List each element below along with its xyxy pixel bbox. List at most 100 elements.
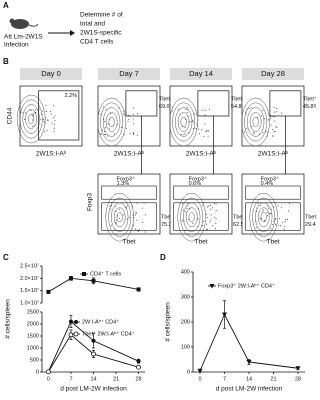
contour [177, 112, 190, 132]
event-dot [284, 226, 286, 228]
event-dot [41, 114, 43, 116]
event-dot [288, 210, 290, 212]
contour [100, 102, 124, 142]
event-dot [273, 111, 275, 113]
plot-frame [169, 173, 233, 235]
plot-frame [97, 173, 161, 235]
event-dot [193, 128, 195, 130]
event-dot [126, 205, 128, 207]
x-axis-label: Tbet [266, 239, 279, 246]
event-dot [123, 134, 125, 136]
contour [108, 197, 132, 237]
determine-text: 2W1S-specific [80, 30, 122, 37]
data-point [68, 276, 73, 281]
event-dot [109, 113, 111, 115]
gate-label: Tbet⁺ [159, 96, 173, 103]
event-dot [110, 208, 112, 210]
y-tick-label: 2000 [27, 321, 39, 327]
event-dot [132, 133, 134, 135]
event-dot [30, 109, 32, 111]
event-dot [207, 205, 209, 207]
event-dot [108, 118, 110, 120]
event-dot [264, 118, 266, 120]
event-dot [25, 112, 27, 114]
event-dot [199, 133, 201, 135]
legend-marker [209, 284, 215, 289]
contour [28, 113, 35, 125]
event-dot [272, 224, 274, 226]
event-dot [104, 121, 106, 123]
gate-percent: 1.3% [117, 181, 130, 187]
gate [101, 185, 157, 200]
event-dot [195, 127, 197, 129]
event-dot [113, 125, 115, 127]
event-dot [50, 113, 52, 115]
day-label: Day 28 [261, 69, 285, 78]
event-dot [205, 228, 207, 230]
event-dot [282, 222, 284, 224]
event-dot [204, 114, 206, 116]
event-dot [203, 136, 205, 138]
event-dot [135, 214, 137, 216]
event-dot [132, 113, 134, 115]
event-dot [33, 113, 35, 115]
event-dot [186, 112, 188, 114]
event-dot [271, 213, 273, 215]
event-dot [197, 225, 199, 227]
contour [244, 102, 268, 142]
determine-text: total and [80, 21, 105, 28]
series-line [199, 313, 299, 371]
determine-text: CD4 T cells [80, 39, 114, 46]
y-tick-label: 1000 [27, 345, 39, 351]
x-tick-label: 28 [295, 376, 301, 382]
event-dot [54, 120, 56, 122]
event-dot [267, 215, 269, 217]
event-dot [184, 126, 186, 128]
event-dot [184, 118, 186, 120]
contour [249, 192, 278, 242]
event-dot [186, 107, 188, 109]
event-dot [276, 111, 278, 113]
day-header [98, 68, 160, 80]
contour [252, 116, 259, 128]
event-dot [53, 124, 55, 126]
gate-percent: 62.5% [233, 222, 249, 228]
event-dot [131, 227, 133, 229]
event-dot [115, 219, 117, 221]
data-point [68, 319, 73, 324]
event-dot [283, 228, 285, 230]
event-dot [215, 227, 217, 229]
event-dot [259, 205, 261, 207]
panel-letter: B [3, 57, 9, 66]
event-dot [276, 107, 278, 109]
event-dot [179, 113, 181, 115]
event-dot [134, 228, 136, 230]
x-tick-label: 7 [223, 376, 226, 382]
event-dot [200, 129, 202, 131]
data-point [246, 360, 252, 365]
event-dot [262, 210, 264, 212]
x-axis-label: d post LM-2W infection [60, 386, 127, 393]
y-tick-label: 2500 [27, 309, 39, 315]
event-dot [31, 115, 33, 117]
event-dot [133, 107, 135, 109]
event-dot [21, 111, 23, 113]
event-dot [111, 204, 113, 206]
event-dot [122, 113, 124, 115]
event-dot [186, 208, 188, 210]
event-dot [245, 111, 247, 113]
x-axis-label: 2W1S:I-Aᵇ [36, 151, 67, 158]
contour [103, 107, 121, 137]
event-dot [257, 203, 259, 205]
contour [188, 212, 195, 223]
plot-frame [19, 85, 83, 147]
contour [113, 207, 126, 228]
event-dot [136, 135, 138, 137]
event-dot [188, 219, 190, 221]
event-dot [181, 220, 183, 222]
x-axis-label: 2W1S:I-Aᵇ [114, 151, 145, 158]
event-dot [267, 119, 269, 121]
event-dot [285, 219, 287, 221]
event-dot [210, 208, 212, 210]
event-dot [202, 204, 204, 206]
